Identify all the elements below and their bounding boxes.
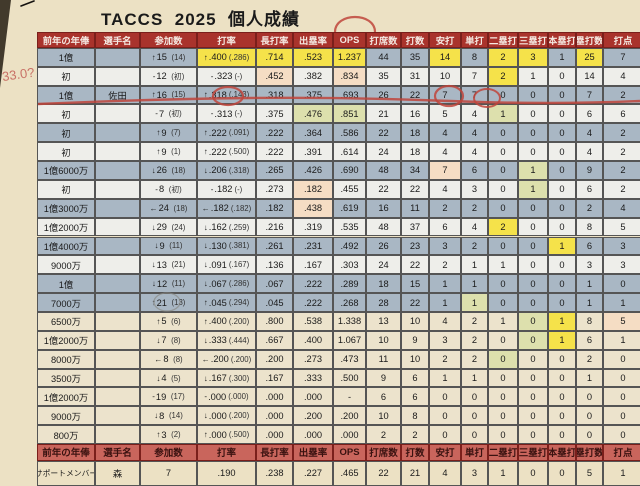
svg-text:33.0?: 33.0? bbox=[1, 65, 35, 84]
